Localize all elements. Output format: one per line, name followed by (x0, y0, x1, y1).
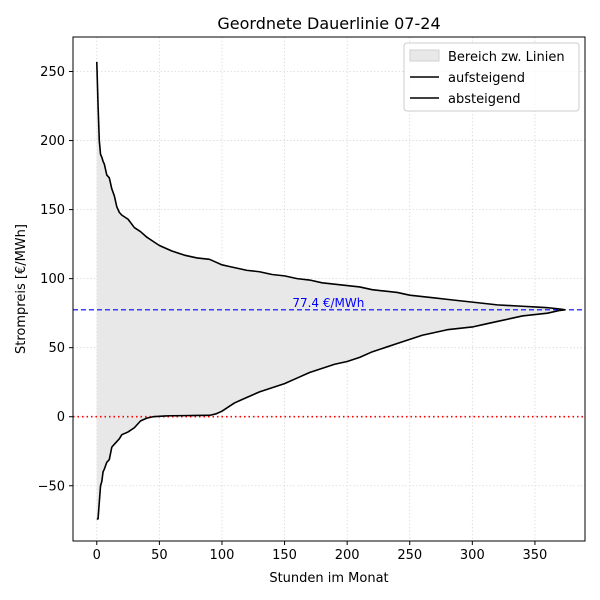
x-tick-label: 300 (460, 548, 485, 563)
y-tick-label: 150 (40, 203, 65, 218)
x-tick-label: 100 (210, 548, 235, 563)
y-tick-label: 50 (48, 341, 65, 356)
y-tick-label: 0 (57, 410, 65, 425)
plot-frame (72, 36, 586, 542)
series-line-absteigend (95, 61, 566, 311)
y-tick-label: 100 (40, 272, 65, 287)
x-tick-label: 50 (151, 548, 168, 563)
chart-title: Geordnete Dauerlinie 07-24 (217, 14, 440, 33)
fill-area (96, 61, 565, 519)
y-tick-label: 200 (40, 134, 65, 149)
legend: Bereich zw. Linien aufsteigend absteigen… (403, 42, 580, 112)
fill-between-lines (96, 61, 565, 519)
y-axis-label: Strompreis [€/MWh] (14, 224, 29, 354)
legend-box (403, 42, 580, 112)
y-tick-label: 250 (40, 65, 65, 80)
legend-fill-swatch (409, 49, 440, 62)
reference-lines (73, 309, 585, 418)
x-tick-label: 150 (272, 548, 297, 563)
x-tick-label: 0 (93, 548, 101, 563)
legend-label-absteigend: absteigend (448, 92, 520, 107)
x-tick-label: 250 (397, 548, 422, 563)
series-line-aufsteigend (96, 309, 566, 520)
series-lines (95, 61, 566, 520)
x-axis-label: Stunden im Monat (269, 571, 388, 586)
mean-price-annotation: 77.4 €/MWh (292, 296, 364, 310)
x-tick-label: 350 (523, 548, 548, 563)
legend-label-aufsteigend: aufsteigend (448, 71, 525, 86)
legend-label-fill: Bereich zw. Linien (448, 50, 565, 65)
axis-ticks: 0 50 100 150 200 250 300 350 −50 0 50 100 150 200 250 (38, 65, 548, 563)
x-tick-label: 200 (335, 548, 360, 563)
y-tick-label: −50 (38, 479, 65, 494)
